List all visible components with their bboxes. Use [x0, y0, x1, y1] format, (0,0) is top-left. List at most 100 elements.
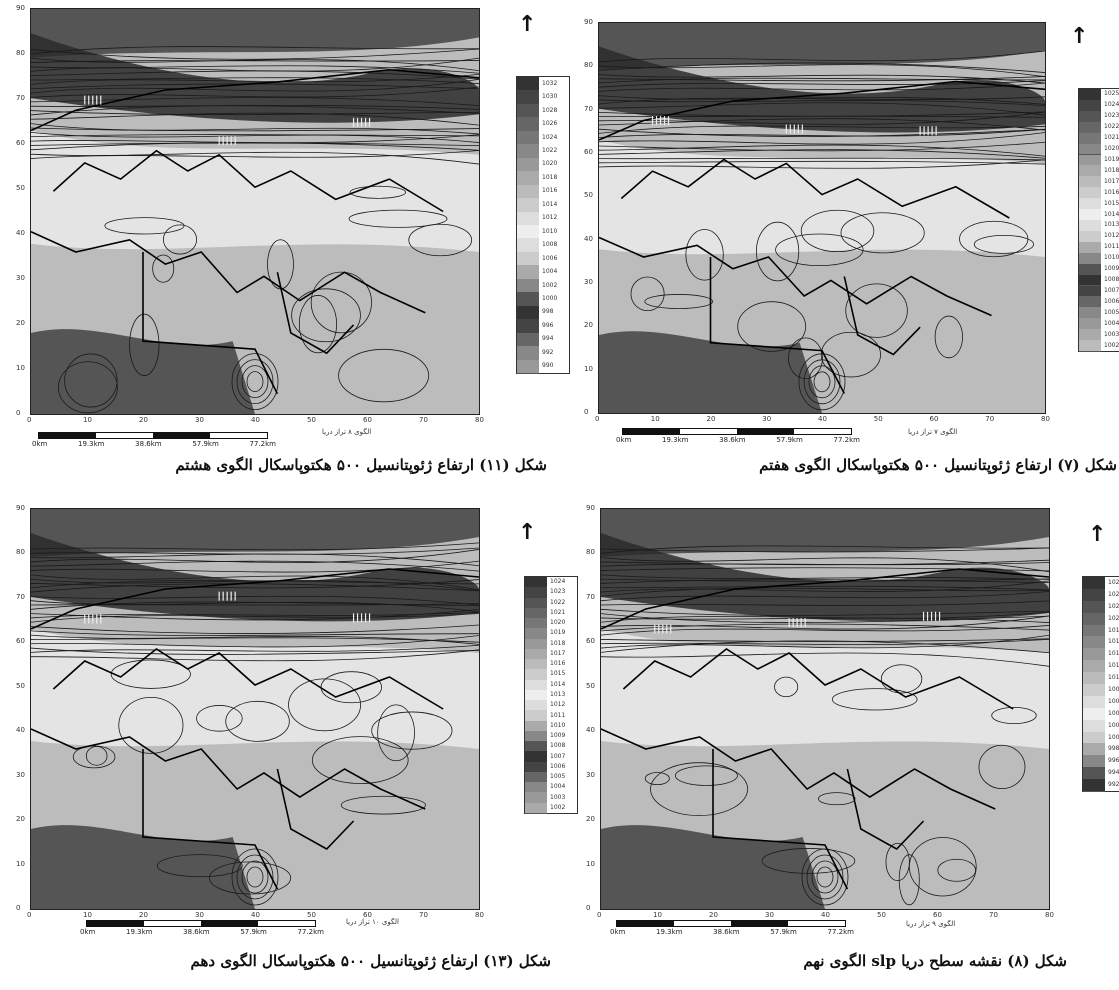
legend-label: 992 — [542, 348, 554, 356]
legend-label: 1010 — [550, 721, 566, 729]
tropical-low — [31, 825, 255, 909]
coastlines — [599, 80, 1045, 394]
scale-segment — [153, 433, 210, 438]
x-axis-tick-label: 80 — [475, 416, 484, 424]
closed-contour — [806, 854, 844, 900]
contour-lines — [599, 50, 1045, 411]
legend-label: 1004 — [1104, 319, 1119, 327]
legend-swatch — [517, 225, 539, 240]
legend-label: 1022 — [542, 147, 558, 154]
legend-swatch — [517, 278, 539, 294]
scale-segment — [87, 921, 144, 926]
legend-label: 1014 — [542, 200, 558, 208]
coastlines — [31, 568, 479, 890]
x-axis-tick-label: 10 — [83, 416, 92, 424]
legend-label: 1009 — [1104, 265, 1119, 273]
scale-label: 77.2km — [827, 928, 854, 936]
scale-labels: 0km 19.3km 38.6km 57.9km 77.2km — [616, 436, 860, 444]
y-axis-tick-label: 0 — [16, 409, 21, 417]
trough-region — [599, 46, 1045, 133]
y-axis-tick-label: 50 — [586, 681, 595, 690]
x-axis-tick-label: 60 — [363, 416, 372, 424]
legend-label: 1006 — [1108, 697, 1119, 705]
legend-swatch — [517, 103, 539, 119]
legend-label: 1004 — [1108, 709, 1119, 717]
y-axis-tick-label: 80 — [16, 49, 25, 57]
legend-label: 1015 — [1104, 199, 1119, 207]
legend-swatch — [517, 319, 539, 334]
legend-label: 1018 — [1108, 626, 1119, 634]
legend-label: 996 — [542, 321, 554, 329]
y-axis-tick-label: 30 — [584, 278, 593, 286]
scale-segment — [39, 433, 96, 438]
legend-label: 996 — [1108, 757, 1119, 765]
scale-label: 19.3km — [126, 928, 153, 936]
legend-label: 1016 — [550, 660, 566, 668]
y-axis-tick-label: 60 — [584, 148, 593, 156]
legend-label: 1022 — [1108, 602, 1119, 610]
legend-swatch — [517, 144, 539, 159]
pattern-label: الگوی ۹ تراز دریا — [906, 920, 956, 928]
contour-lines — [601, 545, 1049, 906]
legend-label: 1003 — [550, 793, 566, 801]
legend-label: 1010 — [1104, 254, 1119, 262]
closed-contour — [246, 371, 264, 393]
x-axis-tick-label: 60 — [929, 415, 939, 423]
legend-label: 1006 — [542, 254, 558, 262]
x-axis-tick-label: 30 — [762, 415, 772, 423]
pattern-label: الگوی ۱۰ تراز دریا — [346, 918, 399, 926]
legend-swatch — [517, 90, 539, 105]
pattern-label: الگوی ۷ تراز دریا — [908, 428, 958, 436]
legend-label: 1018 — [1104, 166, 1119, 174]
legend-label: 1000 — [1108, 733, 1119, 741]
scale-label: 19.3km — [78, 440, 105, 448]
y-axis-tick-label: 20 — [16, 319, 25, 327]
legend-swatch — [517, 292, 539, 307]
scale-labels: 0km 19.3km 38.6km 57.9km 77.2km — [610, 928, 854, 936]
legend-label: 1024 — [542, 133, 558, 141]
scale-label: 57.9km — [240, 928, 267, 936]
scale-segment — [731, 921, 788, 926]
legend-swatch — [517, 117, 539, 132]
closed-contour — [798, 353, 846, 411]
y-axis-tick-label: 80 — [16, 548, 25, 557]
y-axis-tick-label: 10 — [16, 859, 25, 868]
legend-swatch — [517, 171, 539, 186]
legend-label: 1011 — [1104, 243, 1119, 251]
trough-region — [31, 533, 479, 622]
legend-label: 1023 — [550, 588, 566, 596]
closed-contour — [246, 866, 264, 888]
closed-contour — [808, 365, 836, 399]
y-axis-tick-label: 10 — [584, 364, 593, 373]
legend-label: 1007 — [550, 752, 566, 760]
x-axis-tick-label: 40 — [818, 415, 827, 423]
legend-label: 1025 — [1104, 90, 1119, 98]
y-axis-tick-label: 20 — [16, 815, 25, 824]
legend-label: 1024 — [1108, 590, 1119, 598]
scale-label: 38.6km — [719, 436, 746, 444]
legend-label: 1002 — [1108, 721, 1119, 729]
legend-label: 1022 — [550, 598, 566, 606]
map-panel-fig11: 90 80 70 60 50 40 30 20 10 0 0 10 20 30 40 50 60 70 80 ↑ 103… — [0, 0, 570, 490]
figure-caption: شکل (۸) نقشه سطح دریا slp الگوی نهم — [803, 952, 1067, 970]
legend-swatch — [517, 265, 539, 280]
x-axis-tick-label: 0 — [595, 415, 600, 423]
y-axis-tick-label: 70 — [16, 592, 25, 601]
closed-contour — [241, 860, 269, 894]
closed-contour — [236, 854, 274, 900]
tropical-low — [599, 331, 822, 413]
wind-markers — [84, 95, 371, 146]
y-axis-tick-label: 90 — [16, 504, 25, 512]
x-axis-tick-label: 50 — [307, 416, 316, 424]
legend-label: 1014 — [1104, 210, 1119, 218]
legend-label: 1024 — [1104, 101, 1119, 109]
legend-label: 1030 — [542, 93, 558, 101]
legend-swatch — [517, 346, 539, 361]
legend-label: 1014 — [550, 680, 566, 688]
map-frame — [30, 8, 480, 415]
scale-label: 38.6km — [135, 440, 162, 448]
scale-segment — [674, 921, 731, 926]
closed-contour — [241, 365, 269, 399]
legend-label: 1009 — [550, 732, 566, 740]
y-axis-tick-label: 20 — [584, 321, 593, 330]
